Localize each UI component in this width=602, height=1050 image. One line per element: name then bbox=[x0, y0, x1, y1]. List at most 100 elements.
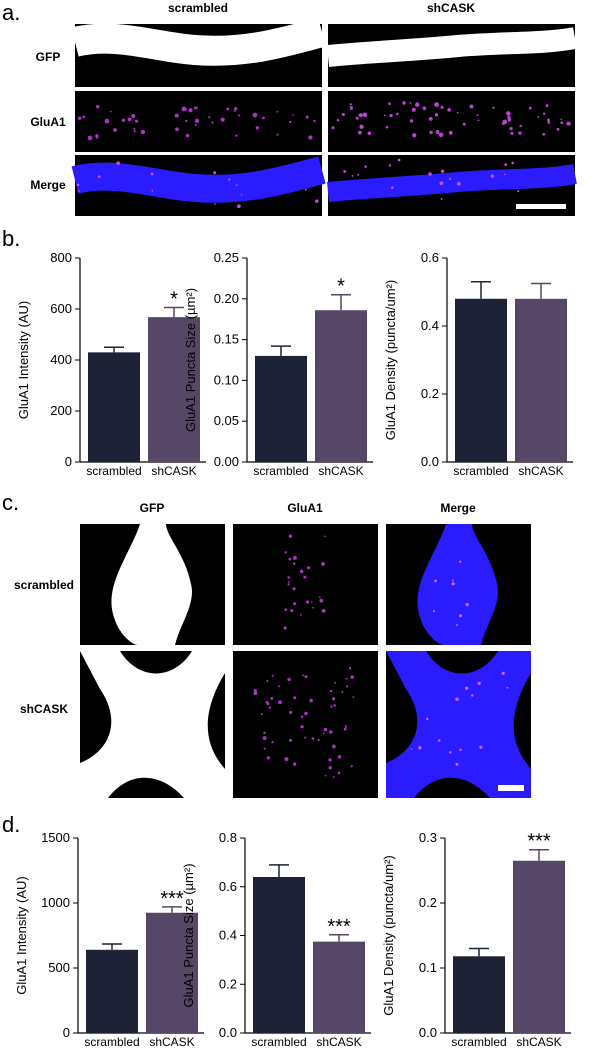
punctum bbox=[292, 114, 294, 116]
column-header: Merge bbox=[440, 501, 476, 515]
punctum bbox=[284, 757, 289, 762]
x-tick-label: shCASK bbox=[316, 1035, 361, 1049]
punctum bbox=[77, 116, 82, 120]
x-tick-label: shCASK bbox=[516, 1035, 561, 1049]
punctum bbox=[560, 121, 564, 125]
row-header: GFP bbox=[36, 50, 61, 64]
punctum bbox=[302, 674, 305, 677]
punctum bbox=[395, 112, 399, 116]
row-header: scrambled bbox=[14, 578, 74, 592]
x-tick-label: scrambled bbox=[86, 464, 141, 478]
punctum bbox=[226, 107, 230, 111]
punctum bbox=[469, 104, 474, 109]
punctum bbox=[283, 626, 287, 630]
punctum bbox=[266, 679, 269, 682]
punctum bbox=[391, 186, 394, 190]
column-header: GluA1 bbox=[287, 501, 323, 515]
bar bbox=[88, 352, 140, 462]
punctum bbox=[477, 119, 480, 122]
punctum bbox=[546, 118, 550, 122]
y-tick-label: 0.4 bbox=[421, 318, 439, 333]
x-tick-label: scrambled bbox=[253, 464, 308, 478]
punctum bbox=[357, 173, 359, 176]
punctum bbox=[319, 598, 324, 603]
punctum bbox=[362, 112, 368, 118]
punctum bbox=[388, 164, 392, 167]
punctum bbox=[265, 700, 269, 704]
y-axis-label: GluA1 Intensity (AU) bbox=[14, 876, 29, 995]
punctum bbox=[97, 175, 101, 179]
punctum bbox=[440, 169, 445, 174]
row-header: Merge bbox=[30, 178, 66, 192]
punctum bbox=[292, 555, 297, 560]
punctum bbox=[383, 114, 386, 117]
punctum bbox=[289, 710, 293, 715]
x-tick-label: shCASK bbox=[151, 464, 196, 478]
punctum bbox=[350, 675, 355, 679]
punctum bbox=[305, 115, 309, 119]
punctum bbox=[318, 596, 321, 598]
punctum bbox=[542, 112, 546, 115]
x-tick-label: scrambled bbox=[84, 1035, 139, 1049]
row-header: shCASK bbox=[20, 702, 68, 716]
punctum bbox=[271, 740, 274, 744]
punctum bbox=[260, 713, 263, 716]
punctum bbox=[228, 178, 231, 181]
punctum bbox=[465, 686, 469, 690]
punctum bbox=[235, 184, 238, 187]
punctum bbox=[237, 204, 241, 209]
punctum bbox=[434, 102, 440, 107]
punctum bbox=[288, 738, 292, 742]
panel-label: a. bbox=[2, 0, 20, 25]
punctum bbox=[304, 188, 307, 191]
punctum bbox=[437, 739, 441, 742]
x-tick-label: shCASK bbox=[149, 1035, 194, 1049]
bar bbox=[146, 912, 198, 1033]
y-tick-label: 0.4 bbox=[219, 928, 237, 943]
punctum bbox=[109, 110, 112, 113]
punctum bbox=[76, 183, 80, 187]
punctum bbox=[287, 576, 290, 579]
punctum bbox=[456, 181, 461, 186]
punctum bbox=[300, 725, 304, 729]
punctum bbox=[220, 117, 225, 122]
punctum bbox=[293, 696, 297, 700]
punctum bbox=[556, 127, 560, 131]
punctum bbox=[547, 120, 551, 124]
y-tick-label: 0.00 bbox=[214, 454, 239, 469]
punctum bbox=[343, 170, 347, 173]
punctum bbox=[502, 119, 508, 125]
punctum bbox=[82, 115, 86, 119]
y-tick-label: 0.15 bbox=[214, 332, 239, 347]
punctum bbox=[517, 190, 520, 193]
punctum bbox=[87, 135, 93, 141]
punctum bbox=[121, 118, 126, 122]
punctum bbox=[438, 132, 444, 138]
punctum bbox=[328, 758, 332, 762]
punctum bbox=[284, 608, 287, 612]
y-tick-label: 0.2 bbox=[219, 976, 237, 991]
punctum bbox=[284, 551, 287, 554]
punctum bbox=[287, 583, 290, 586]
x-tick-label: scrambled bbox=[251, 1035, 306, 1049]
column-header: shCASK bbox=[427, 1, 475, 15]
scale-bar bbox=[516, 204, 566, 209]
image-merge bbox=[75, 155, 575, 216]
bar bbox=[455, 298, 507, 462]
row-header: GluA1 bbox=[30, 115, 66, 129]
puncta bbox=[253, 534, 509, 778]
punctum bbox=[428, 116, 433, 121]
y-axis-label: GluA1 Puncta Size (µm²) bbox=[183, 288, 198, 432]
punctum bbox=[263, 731, 266, 735]
punctum bbox=[293, 602, 297, 606]
y-tick-label: 0.3 bbox=[419, 830, 437, 845]
punctum bbox=[127, 117, 132, 122]
image-gfp bbox=[75, 24, 575, 87]
punctum bbox=[459, 614, 463, 618]
y-tick-label: 0.10 bbox=[214, 372, 239, 387]
punctum bbox=[262, 736, 267, 741]
punctum bbox=[518, 131, 522, 135]
punctum bbox=[397, 158, 401, 162]
punctum bbox=[462, 122, 466, 126]
punctum bbox=[188, 108, 193, 113]
